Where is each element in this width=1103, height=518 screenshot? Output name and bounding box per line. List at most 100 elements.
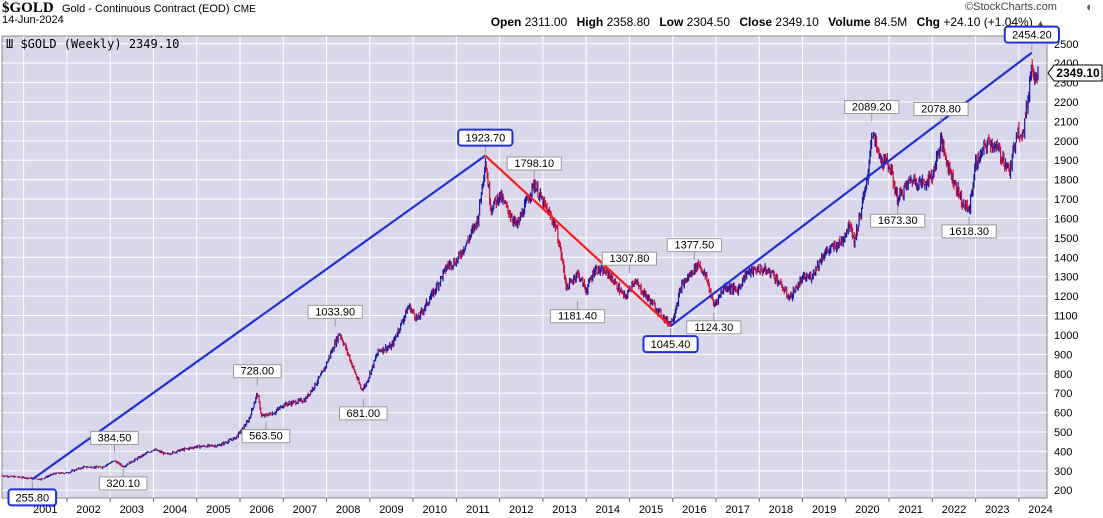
annotation-box bbox=[339, 406, 388, 421]
y-tick-label: 1400 bbox=[1054, 252, 1078, 264]
annotation-box bbox=[666, 238, 722, 253]
annotation-label: 2454.20 bbox=[1012, 30, 1052, 42]
price-annotation: 1673.30 bbox=[870, 206, 926, 228]
x-tick-label: 2007 bbox=[293, 504, 317, 516]
legend-label: Ш $GOLD (Weekly) 2349.10 bbox=[6, 37, 179, 51]
price-annotation: 2089.20 bbox=[844, 100, 900, 122]
price-annotation: 255.80 bbox=[7, 481, 58, 507]
exchange-label: CME bbox=[233, 4, 256, 15]
high-value: 2358.80 bbox=[606, 15, 650, 29]
annotation-label: 1307.80 bbox=[610, 253, 650, 265]
annotation-box bbox=[870, 213, 926, 228]
price-annotation: 1923.70 bbox=[457, 128, 514, 154]
y-tick-label: 1600 bbox=[1054, 213, 1078, 225]
volume-value: 84.5M bbox=[873, 15, 908, 29]
annotation-label: 1618.30 bbox=[949, 226, 989, 238]
x-tick-label: 2022 bbox=[942, 504, 966, 516]
open-label: Open bbox=[490, 15, 522, 29]
annotation-box bbox=[233, 364, 282, 379]
high-label: High bbox=[576, 15, 604, 29]
close-value: 2349.10 bbox=[775, 15, 819, 29]
y-tick-label: 1500 bbox=[1054, 233, 1078, 245]
ohlc-readout: Open 2311.00 High 2358.80 Low 2304.50 Cl… bbox=[491, 15, 1045, 29]
annotation-box bbox=[642, 335, 699, 354]
annotation-box bbox=[98, 476, 148, 491]
annotation-label: 2089.20 bbox=[852, 102, 892, 114]
x-tick-label: 2018 bbox=[769, 504, 793, 516]
x-tick-label: 2015 bbox=[639, 504, 663, 516]
annotation-box bbox=[844, 100, 900, 115]
price-annotation: 2454.20 bbox=[1003, 25, 1060, 51]
annotation-box bbox=[1003, 25, 1060, 44]
settings-icon[interactable]: ◐ bbox=[1086, 0, 1094, 14]
price-annotation: 1377.50 bbox=[666, 238, 722, 260]
annotation-box bbox=[549, 309, 606, 324]
y-tick-label: 1900 bbox=[1054, 155, 1078, 167]
annotation-label: 320.10 bbox=[106, 478, 140, 490]
x-tick-label: 2020 bbox=[855, 504, 879, 516]
annotation-box bbox=[601, 251, 658, 266]
annotation-box bbox=[7, 488, 58, 507]
x-tick-label: 2016 bbox=[682, 504, 706, 516]
y-tick-label: 1700 bbox=[1054, 194, 1078, 206]
y-tick-label: 200 bbox=[1054, 485, 1072, 497]
y-tick-label: 500 bbox=[1054, 427, 1072, 439]
x-tick-label: 2011 bbox=[466, 504, 490, 516]
x-tick-label: 2014 bbox=[596, 504, 620, 516]
x-tick-label: 2024 bbox=[1028, 504, 1052, 516]
volume-label: Volume bbox=[828, 15, 871, 29]
annotation-label: 1377.50 bbox=[674, 240, 714, 252]
y-tick-label: 1300 bbox=[1054, 272, 1078, 284]
low-value: 2304.50 bbox=[686, 15, 731, 29]
y-tick-label: 2000 bbox=[1054, 136, 1078, 148]
x-tick-label: 2019 bbox=[812, 504, 836, 516]
annotation-label: 681.00 bbox=[346, 408, 380, 420]
y-tick-label: 1800 bbox=[1054, 175, 1078, 187]
price-annotation: 1798.10 bbox=[506, 156, 562, 179]
chg-value: +24.10 (+1.04%) bbox=[943, 15, 1033, 29]
y-tick-label: 700 bbox=[1054, 388, 1072, 400]
annotation-box bbox=[913, 102, 969, 117]
annotation-label: 2078.80 bbox=[921, 104, 961, 116]
annotation-label: 1181.40 bbox=[558, 311, 597, 323]
x-tick-label: 2021 bbox=[898, 504, 922, 516]
x-tick-label: 2012 bbox=[509, 504, 533, 516]
x-tick-label: 2010 bbox=[422, 504, 446, 516]
chart-description: Gold - Continuous Contract (EOD) CME bbox=[62, 3, 256, 15]
chart-symbol: $GOLD bbox=[2, 0, 54, 16]
y-tick-label: 1000 bbox=[1054, 330, 1078, 342]
x-tick-label: 2002 bbox=[76, 504, 100, 516]
price-annotation: 1307.80 bbox=[601, 251, 658, 274]
annotation-box bbox=[506, 156, 562, 171]
x-tick-label: 2004 bbox=[163, 504, 187, 516]
close-label: Close bbox=[739, 15, 773, 29]
annotation-label: 728.00 bbox=[240, 366, 274, 378]
x-tick-label: 2009 bbox=[379, 504, 403, 516]
up-arrow-icon: ▲ bbox=[1036, 18, 1045, 28]
price-annotation: 1033.90 bbox=[307, 304, 363, 327]
annotation-label: 1798.10 bbox=[514, 158, 554, 170]
x-tick-label: 2006 bbox=[249, 504, 273, 516]
annotation-box bbox=[686, 320, 742, 335]
chart-date: 14-Jun-2024 bbox=[2, 14, 64, 26]
price-annotation: 2078.80 bbox=[913, 102, 969, 124]
trendline-blue bbox=[669, 51, 1033, 328]
annotation-label: 384.50 bbox=[98, 432, 132, 444]
annotation-box bbox=[457, 128, 514, 147]
y-tick-label: 300 bbox=[1054, 466, 1072, 478]
annotation-label: 1033.90 bbox=[315, 306, 355, 318]
annotation-label: 1045.40 bbox=[651, 339, 691, 351]
brand-label: ©StockCharts.com bbox=[965, 1, 1057, 13]
price-annotation: 1124.30 bbox=[686, 312, 742, 335]
x-tick-label: 2023 bbox=[985, 504, 1009, 516]
y-tick-label: 2100 bbox=[1054, 116, 1078, 128]
price-annotation: 1181.40 bbox=[549, 301, 606, 324]
price-annotation: 320.10 bbox=[98, 468, 148, 491]
x-tick-label: 2013 bbox=[552, 504, 576, 516]
trendline-blue bbox=[31, 154, 486, 481]
x-tick-label: 2005 bbox=[206, 504, 230, 516]
annotation-box bbox=[941, 224, 997, 239]
annotation-label: 1923.70 bbox=[465, 133, 505, 145]
annotation-label: 1673.30 bbox=[878, 215, 918, 227]
